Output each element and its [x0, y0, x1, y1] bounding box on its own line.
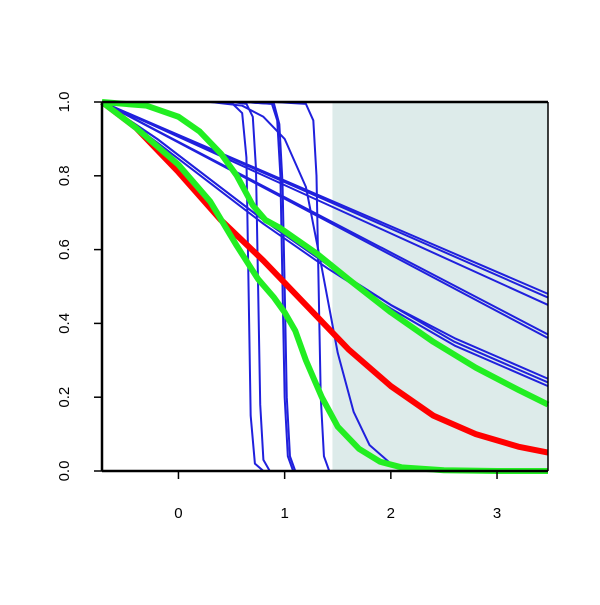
y-tick-label: 0.4	[56, 313, 73, 334]
x-tick-label: 1	[280, 505, 288, 522]
series-line-17	[100, 99, 548, 474]
y-tick-label: 0.6	[56, 239, 73, 260]
series-line-2	[101, 101, 549, 299]
series-line-8	[101, 101, 549, 388]
y-tick-label: 0.0	[56, 461, 73, 482]
plot-background-layer	[332, 102, 548, 471]
y-tick-label: 1.0	[56, 92, 73, 113]
axes-layer: 0 1 2 3 0.0 0.2 0.4 0.6 0.8 1.0	[56, 92, 549, 522]
series-line-7	[101, 101, 549, 384]
y-tick-label: 0.2	[56, 387, 73, 408]
series-line-3	[101, 101, 549, 306]
x-tick-label: 2	[387, 505, 395, 522]
series-line-15	[100, 99, 549, 456]
shaded-region	[332, 102, 548, 471]
x-tick-label: 0	[174, 505, 182, 522]
series-line-5	[101, 101, 549, 340]
series-line-16	[101, 99, 550, 408]
y-tick-label: 0.8	[56, 165, 73, 186]
x-tick-label: 3	[493, 505, 501, 522]
